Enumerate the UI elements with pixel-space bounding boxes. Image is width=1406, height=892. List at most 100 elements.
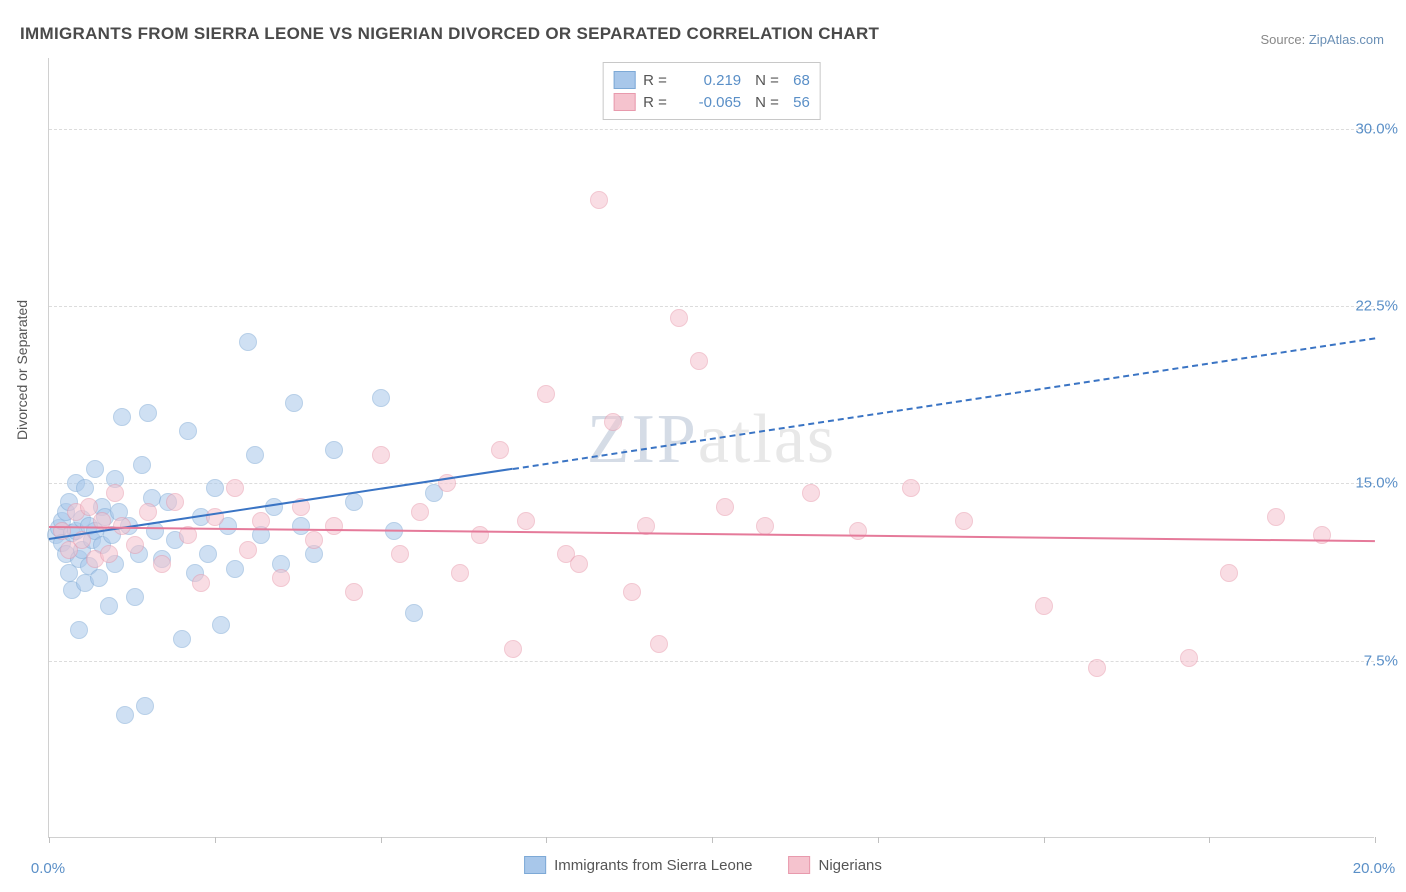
data-point <box>199 545 217 563</box>
data-point <box>517 512 535 530</box>
data-point <box>570 555 588 573</box>
legend-swatch <box>613 71 635 89</box>
data-point <box>100 545 118 563</box>
x-tick <box>546 837 547 843</box>
data-point <box>285 394 303 412</box>
data-point <box>126 588 144 606</box>
data-point <box>802 484 820 502</box>
data-point <box>246 446 264 464</box>
data-point <box>955 512 973 530</box>
source-prefix: Source: <box>1260 32 1308 47</box>
data-point <box>504 640 522 658</box>
data-point <box>1267 508 1285 526</box>
gridline <box>49 661 1374 662</box>
data-point <box>179 422 197 440</box>
data-point <box>116 706 134 724</box>
data-point <box>345 583 363 601</box>
x-tick <box>381 837 382 843</box>
data-point <box>451 564 469 582</box>
y-tick-label: 22.5% <box>1355 298 1398 315</box>
data-point <box>471 526 489 544</box>
data-point <box>372 389 390 407</box>
watermark-atlas: atlas <box>698 401 836 478</box>
data-point <box>86 460 104 478</box>
trend-line <box>513 337 1375 470</box>
data-point <box>76 479 94 497</box>
data-point <box>226 560 244 578</box>
n-value: 68 <box>793 72 810 89</box>
data-point <box>716 498 734 516</box>
data-point <box>133 456 151 474</box>
x-tick <box>1044 837 1045 843</box>
r-label: R = <box>643 94 673 111</box>
data-point <box>849 522 867 540</box>
data-point <box>272 569 290 587</box>
y-tick-label: 15.0% <box>1355 475 1398 492</box>
gridline <box>49 483 1374 484</box>
r-label: R = <box>643 72 673 89</box>
data-point <box>226 479 244 497</box>
data-point <box>372 446 390 464</box>
data-point <box>756 517 774 535</box>
correlation-legend: R = 0.219 N = 68 R = -0.065 N = 56 <box>602 62 821 120</box>
x-tick <box>1375 837 1376 843</box>
data-point <box>100 597 118 615</box>
x-tick-label: 0.0% <box>31 860 65 877</box>
data-point <box>491 441 509 459</box>
data-point <box>325 441 343 459</box>
data-point <box>153 555 171 573</box>
data-point <box>292 517 310 535</box>
data-point <box>192 574 210 592</box>
source-link[interactable]: ZipAtlas.com <box>1309 32 1384 47</box>
data-point <box>650 635 668 653</box>
legend-item: Immigrants from Sierra Leone <box>524 856 752 874</box>
data-point <box>325 517 343 535</box>
y-tick-label: 7.5% <box>1364 652 1398 669</box>
data-point <box>690 352 708 370</box>
data-point <box>1180 649 1198 667</box>
data-point <box>670 309 688 327</box>
chart-title: IMMIGRANTS FROM SIERRA LEONE VS NIGERIAN… <box>20 24 879 44</box>
x-tick <box>878 837 879 843</box>
data-point <box>1220 564 1238 582</box>
data-point <box>623 583 641 601</box>
data-point <box>239 541 257 559</box>
legend-swatch <box>789 856 811 874</box>
r-value: 0.219 <box>681 72 741 89</box>
data-point <box>411 503 429 521</box>
gridline <box>49 129 1374 130</box>
legend-label: Immigrants from Sierra Leone <box>554 857 752 874</box>
data-point <box>173 630 191 648</box>
data-point <box>80 498 98 516</box>
data-point <box>305 531 323 549</box>
data-point <box>590 191 608 209</box>
y-tick-label: 30.0% <box>1355 120 1398 137</box>
data-point <box>113 408 131 426</box>
legend-swatch <box>613 93 635 111</box>
data-point <box>126 536 144 554</box>
x-tick <box>49 837 50 843</box>
data-point <box>90 569 108 587</box>
data-point <box>212 616 230 634</box>
data-point <box>1088 659 1106 677</box>
legend-label: Nigerians <box>819 857 882 874</box>
data-point <box>70 621 88 639</box>
data-point <box>166 493 184 511</box>
data-point <box>136 697 154 715</box>
data-point <box>139 404 157 422</box>
r-value: -0.065 <box>681 94 741 111</box>
data-point <box>206 508 224 526</box>
gridline <box>49 306 1374 307</box>
series-legend: Immigrants from Sierra Leone Nigerians <box>524 856 882 874</box>
x-tick <box>1209 837 1210 843</box>
data-point <box>1313 526 1331 544</box>
data-point <box>265 498 283 516</box>
legend-row: R = 0.219 N = 68 <box>613 69 810 91</box>
n-label: N = <box>755 94 785 111</box>
n-label: N = <box>755 72 785 89</box>
data-point <box>1035 597 1053 615</box>
data-point <box>604 413 622 431</box>
data-point <box>391 545 409 563</box>
n-value: 56 <box>793 94 810 111</box>
scatter-plot-area: ZIPatlas R =0.219N =68R =-0.065N =56 <box>48 58 1374 838</box>
